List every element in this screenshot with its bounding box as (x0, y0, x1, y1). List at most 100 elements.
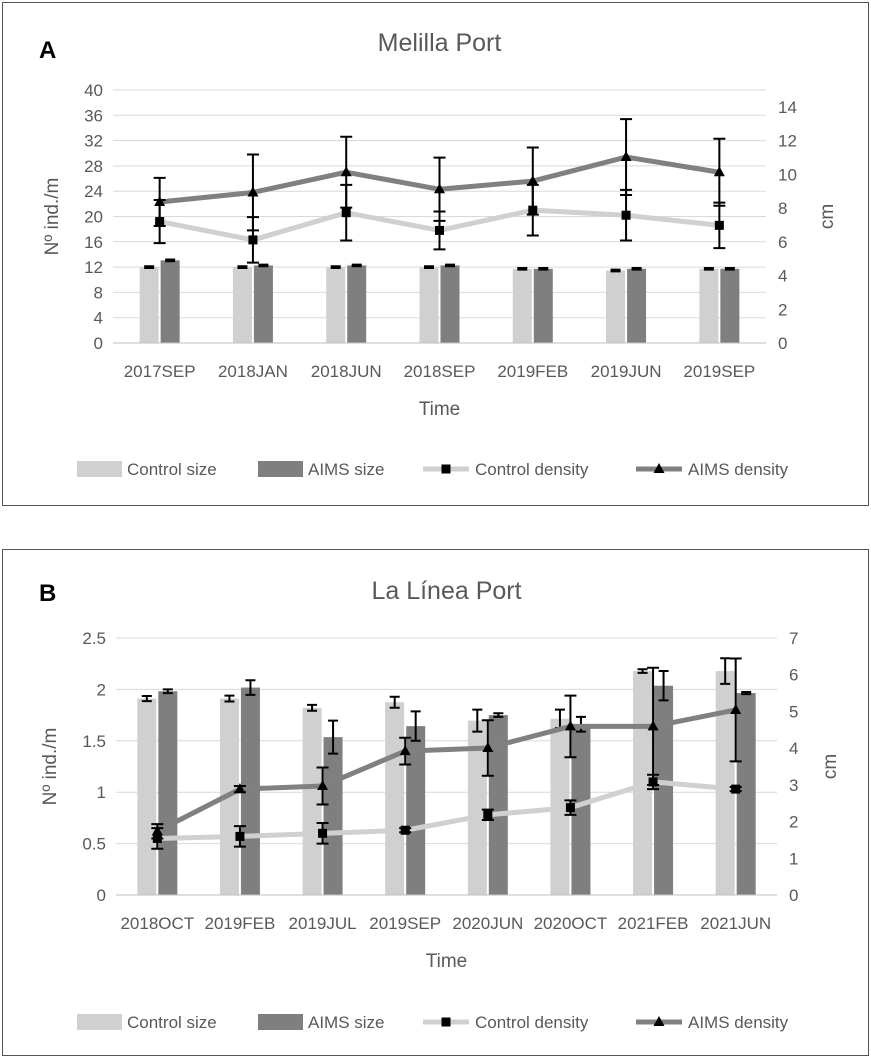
y-tick-label: 1.5 (82, 732, 106, 751)
y-tick-label: 16 (84, 233, 103, 252)
control-density-marker (235, 831, 245, 841)
x-tick-label: 2019FEB (497, 362, 568, 381)
y2-tick-label: 0 (778, 334, 787, 353)
chart-panel-a: A Melilla Port 0 4 8 12 16 20 24 28 32 36 40 0 2 4 6 8 10… (2, 2, 869, 506)
y2-tick-label: 5 (789, 702, 798, 721)
aims-size-error-bar (658, 670, 669, 702)
legend-label-control-density: Control density (475, 1013, 589, 1032)
y2-tick-label: 7 (789, 629, 798, 648)
aims-size-error-bar (162, 688, 173, 695)
control-density-marker (565, 803, 575, 813)
aims-size-error-bar (445, 263, 455, 268)
y2-tick-label: 6 (789, 666, 798, 685)
aims-density-marker (317, 780, 329, 791)
aims-density-marker (154, 195, 166, 206)
control-size-error-bar (610, 268, 621, 273)
y-tick-label: 0.5 (82, 835, 106, 854)
melilla-chart: Melilla Port0481216202428323640024681012… (42, 29, 838, 479)
y2-tick-label: 4 (778, 267, 787, 286)
legend-swatch-aims-size (258, 1014, 303, 1030)
y2-axis-title: cm (820, 754, 841, 779)
control-density-marker (400, 825, 410, 835)
legend-swatch-control-size (77, 1014, 122, 1030)
control-density-marker (731, 784, 741, 794)
aims-size-bar (720, 268, 740, 343)
control-density-line (157, 779, 736, 841)
control-size-error-bar (224, 694, 235, 703)
control-density-marker (714, 220, 724, 230)
la-linea-chart: La Línea Port 0 0.5 1 1.5 2 2.5 0 1 2 3 4 5 6 7 Nº ind.… (40, 577, 841, 1032)
legend-marker-control-density (441, 1017, 451, 1027)
control-size-bar (232, 267, 252, 343)
control-size-error-bar (517, 266, 528, 271)
legend-swatch-aims-size (258, 461, 303, 477)
aims-size-bar (160, 260, 180, 343)
y-axis-title: Nº ind./m (42, 178, 63, 256)
x-tick-label: 2021FEB (618, 914, 689, 933)
aims-size-bar (347, 265, 367, 343)
control-size-bar (512, 268, 532, 343)
aims-density-marker (564, 720, 576, 731)
legend-label-aims-size: AIMS size (308, 460, 385, 479)
y-tick-label: 4 (94, 309, 103, 328)
x-tick-label: 2019JUN (591, 362, 662, 381)
aims-density-marker (399, 745, 411, 756)
y-tick-label: 0 (97, 886, 106, 905)
aims-density-marker (713, 166, 725, 177)
control-size-bar (302, 707, 322, 895)
control-density-marker (341, 208, 351, 218)
control-density-marker (248, 235, 258, 245)
y2-tick-label: 3 (789, 776, 798, 795)
x-tick-label: 2019SEP (369, 914, 441, 933)
y2-tick-label: 10 (778, 165, 797, 184)
control-size-error-bar (330, 265, 341, 269)
panel-letter-a: A (39, 37, 57, 64)
control-size-error-bar (637, 668, 648, 674)
aims-density-marker (730, 703, 742, 714)
aims-size-error-bar (741, 690, 752, 696)
control-size-error-bar (307, 703, 318, 712)
x-tick-label: 2019FEB (204, 914, 275, 933)
control-density-marker (435, 225, 444, 235)
legend-label-aims-density: AIMS density (688, 1013, 789, 1032)
control-size-error-bar (703, 266, 714, 271)
legend-label-aims-size: AIMS size (308, 1013, 385, 1032)
y2-tick-label: 14 (778, 98, 797, 117)
aims-size-bar (627, 268, 647, 343)
aims-size-error-bar (351, 263, 362, 268)
legend-label-aims-density: AIMS density (688, 460, 789, 479)
control-size-error-bar (237, 265, 248, 269)
x-tick-label: 2020OCT (534, 914, 608, 933)
x-tick-label: 2018OCT (120, 914, 194, 933)
legend-marker-aims-density (653, 463, 665, 473)
control-size-error-bar (144, 265, 155, 269)
aims-size-error-bar (493, 712, 504, 718)
aims-density-marker (247, 186, 259, 197)
aims-size-bar (488, 715, 508, 895)
control-size-error-bar (141, 695, 152, 703)
aims-size-bar (158, 691, 178, 895)
y-tick-label: 24 (84, 182, 103, 201)
y-tick-label: 0 (94, 334, 103, 353)
aims-size-error-bar (165, 258, 176, 263)
y2-tick-label: 1 (789, 849, 798, 868)
x-tick-label: 2018JAN (218, 362, 288, 381)
y2-tick-label: 2 (778, 300, 787, 319)
aims-size-bar (533, 268, 553, 343)
aims-size-error-bar (258, 263, 269, 268)
y-tick-label: 40 (84, 81, 103, 100)
aims-size-error-bar (631, 266, 642, 271)
y-tick-label: 8 (94, 283, 103, 302)
legend-label-control-size: Control size (127, 460, 217, 479)
aims-size-bar (571, 724, 591, 895)
control-size-error-bar (424, 265, 434, 269)
control-size-bar (385, 702, 405, 895)
aims-density-marker (647, 720, 659, 731)
x-tick-label: 2018JUN (311, 362, 382, 381)
control-size-bar (715, 671, 735, 895)
aims-size-bar (253, 265, 273, 343)
aims-size-bar (654, 685, 674, 895)
y-tick-label: 28 (84, 157, 103, 176)
y2-tick-label: 0 (789, 886, 798, 905)
legend-marker-control-density (441, 464, 451, 474)
